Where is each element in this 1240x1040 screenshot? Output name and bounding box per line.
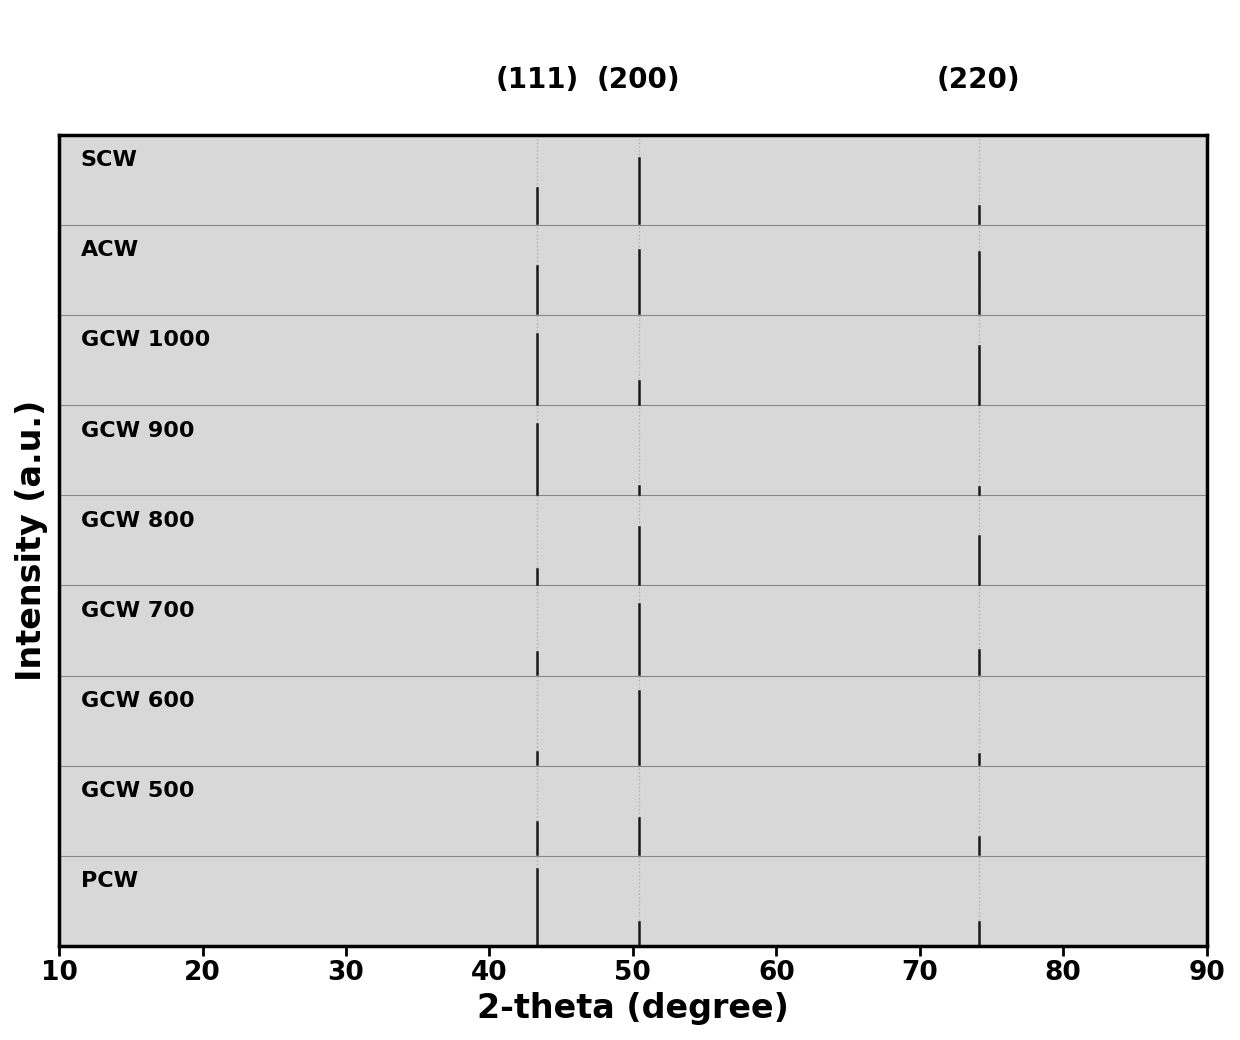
Bar (60, 676, 1207, 765)
Text: (220): (220) (936, 67, 1021, 95)
Text: GCW 900: GCW 900 (81, 420, 195, 441)
Bar (60, 406, 1207, 495)
Bar (60, 765, 1207, 856)
Bar (60, 586, 1207, 676)
Bar (60, 495, 1207, 586)
Text: GCW 500: GCW 500 (81, 781, 195, 801)
Text: GCW 700: GCW 700 (81, 601, 195, 621)
Text: GCW 800: GCW 800 (81, 511, 195, 530)
Text: SCW: SCW (81, 150, 138, 171)
Bar (60, 135, 1207, 225)
Text: GCW 600: GCW 600 (81, 691, 195, 710)
Bar (60, 315, 1207, 406)
Text: GCW 1000: GCW 1000 (81, 331, 210, 350)
Y-axis label: Intensity (a.u.): Intensity (a.u.) (15, 399, 48, 681)
Text: (200): (200) (596, 67, 681, 95)
Text: PCW: PCW (81, 870, 138, 891)
Bar (60, 856, 1207, 945)
X-axis label: 2-theta (degree): 2-theta (degree) (477, 992, 789, 1025)
Bar (60, 225, 1207, 315)
Text: ACW: ACW (81, 240, 139, 260)
Text: (111): (111) (495, 67, 578, 95)
